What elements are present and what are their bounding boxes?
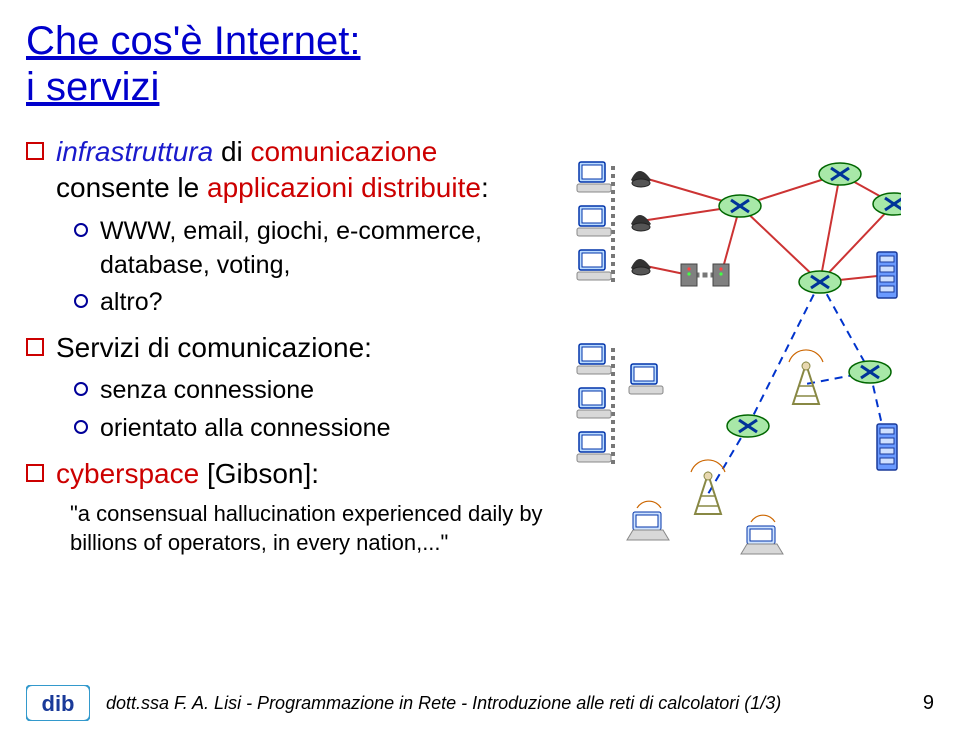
content-row: infrastruttura di comunicazione consente…	[26, 134, 934, 558]
workstation-node	[577, 250, 611, 280]
workstation-node	[577, 206, 611, 236]
workstation-node	[577, 344, 611, 374]
quote-text: "a consensual hallucination experienced …	[70, 500, 551, 557]
router-node	[849, 361, 891, 383]
basestation-node	[789, 350, 823, 404]
subbullet-item: WWW, email, giochi, e-commerce, database…	[74, 215, 551, 283]
bullet-item: infrastruttura di comunicazione consente…	[26, 134, 551, 207]
laptop-node	[627, 501, 669, 540]
square-bullet-icon	[26, 142, 44, 160]
title-line-2: i servizi	[26, 64, 934, 110]
logo-icon: dib	[26, 685, 90, 721]
subbullet-item: altro?	[74, 286, 551, 320]
workstation-node	[577, 388, 611, 418]
network-diagram	[561, 144, 901, 574]
bullet-text: infrastruttura di comunicazione consente…	[56, 134, 551, 207]
svg-text:dib: dib	[42, 691, 75, 716]
circle-bullet-icon	[74, 294, 88, 308]
footer-text: dott.ssa F. A. Lisi - Programmazione in …	[106, 693, 913, 714]
subbullet-text: senza connessione	[100, 374, 314, 408]
workstation-node	[629, 364, 663, 394]
modem-node	[713, 264, 729, 286]
footer: dib dott.ssa F. A. Lisi - Programmazione…	[26, 685, 934, 721]
bullet-text: Servizi di comunicazione:	[56, 330, 372, 366]
bullet-item: cyberspace [Gibson]:	[26, 456, 551, 492]
bullet-text: cyberspace [Gibson]:	[56, 456, 319, 492]
basestation-node	[691, 460, 725, 514]
square-bullet-icon	[26, 464, 44, 482]
phone-node	[631, 171, 651, 187]
modem-node	[681, 264, 697, 286]
bullet-column: infrastruttura di comunicazione consente…	[26, 134, 551, 558]
bullet-item: Servizi di comunicazione:	[26, 330, 551, 366]
phone-node	[631, 259, 651, 275]
subbullet-item: orientato alla connessione	[74, 412, 551, 446]
router-node	[799, 271, 841, 293]
bullet-keyword: cyberspace	[56, 458, 199, 489]
subbullet-text: altro?	[100, 286, 163, 320]
router-node	[727, 415, 769, 437]
server-node	[877, 424, 897, 470]
subbullet-text: orientato alla connessione	[100, 412, 390, 446]
page-number: 9	[923, 692, 934, 715]
title-line-1: Che cos'è Internet:	[26, 18, 934, 64]
laptop-node	[741, 515, 783, 554]
circle-bullet-icon	[74, 223, 88, 237]
server-node	[877, 252, 897, 298]
phone-node	[631, 215, 651, 231]
bullet-emph: infrastruttura	[56, 136, 213, 167]
workstation-node	[577, 432, 611, 462]
workstation-node	[577, 162, 611, 192]
slide-title: Che cos'è Internet: i servizi	[26, 18, 934, 110]
router-node	[873, 193, 901, 215]
bullet-keyword: comunicazione	[251, 136, 438, 167]
diagram-column	[551, 134, 911, 558]
circle-bullet-icon	[74, 382, 88, 396]
subbullet-item: senza connessione	[74, 374, 551, 408]
square-bullet-icon	[26, 338, 44, 356]
circle-bullet-icon	[74, 420, 88, 434]
router-node	[819, 163, 861, 185]
subbullet-text: WWW, email, giochi, e-commerce, database…	[100, 215, 551, 283]
bullet-keyword: applicazioni distribuite	[207, 172, 481, 203]
router-node	[719, 195, 761, 217]
